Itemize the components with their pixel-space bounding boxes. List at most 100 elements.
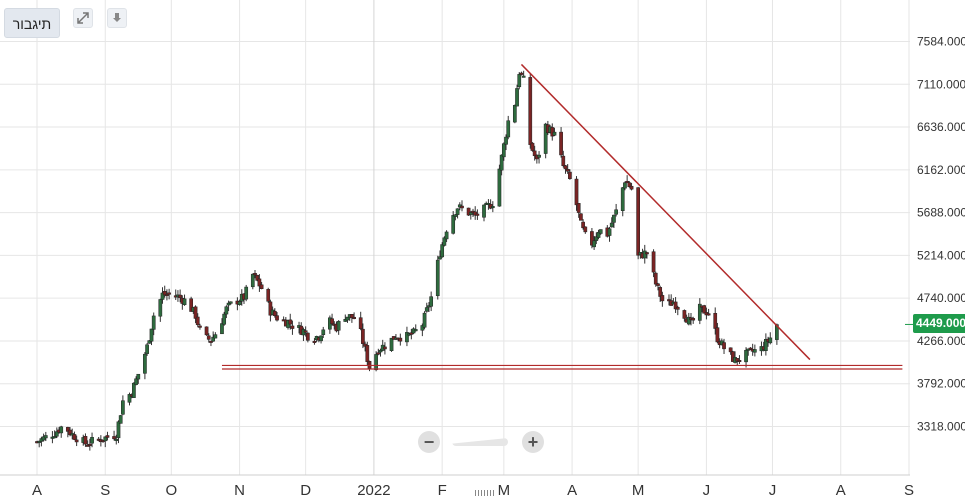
candle-body <box>143 353 147 374</box>
candle-body <box>675 307 680 310</box>
expand-icon[interactable] <box>73 8 93 28</box>
candle-body <box>565 168 570 172</box>
candle-body <box>167 292 171 295</box>
candle-body <box>206 335 211 340</box>
candle-body <box>521 75 526 78</box>
candle-body <box>550 127 555 137</box>
candle-body <box>473 211 478 216</box>
candle-body <box>213 334 218 339</box>
candle-body <box>312 340 317 343</box>
x-tick-label: A <box>836 482 846 498</box>
candle-body <box>438 256 442 260</box>
candle-body <box>162 291 167 296</box>
candle-body <box>405 332 409 343</box>
y-tick-label: 7584.000 <box>917 34 965 48</box>
candle-body <box>728 347 733 353</box>
arrow-down-icon[interactable] <box>107 8 127 28</box>
zoom-in-button[interactable]: + <box>522 431 544 453</box>
expand-icon-glyph <box>77 12 89 24</box>
candle-body <box>559 131 563 156</box>
candle-body <box>211 336 216 342</box>
candle-body <box>374 354 378 371</box>
candle-body <box>198 325 202 328</box>
candle-body <box>512 105 517 123</box>
candle-body <box>686 316 691 325</box>
candle-body <box>266 289 271 302</box>
candlestick-series <box>35 70 779 451</box>
candle-body <box>189 298 193 312</box>
candle-body <box>303 330 308 333</box>
y-tick-label: 7110.000 <box>917 77 965 91</box>
attach-button[interactable]: תיגבור <box>4 8 60 38</box>
x-tick-label: J <box>703 482 711 498</box>
x-tick-label: M <box>632 482 645 498</box>
candle-body <box>158 299 163 317</box>
candle-body <box>768 337 773 344</box>
candle-body <box>568 171 572 179</box>
candle-body <box>706 313 711 316</box>
candle-body <box>515 88 519 107</box>
candle-body <box>583 226 588 233</box>
x-tick-label: O <box>165 482 177 498</box>
arrow-down-glyph <box>113 13 121 22</box>
candle-body <box>165 293 169 296</box>
candle-body <box>121 400 125 415</box>
candle-body <box>195 316 200 326</box>
candle-body <box>735 358 740 362</box>
candle-body <box>713 312 718 329</box>
candle-body <box>149 328 154 342</box>
candle-body <box>83 435 88 445</box>
candle-body <box>519 72 524 75</box>
candle-body <box>590 231 594 246</box>
candle-body <box>656 283 660 286</box>
candle-body <box>490 206 495 209</box>
candle-body <box>737 360 742 363</box>
candle-body <box>552 131 557 136</box>
candle-body <box>453 214 458 217</box>
candle-body <box>482 204 486 218</box>
resize-handle[interactable] <box>475 490 495 496</box>
y-tick-label: 4266.000 <box>917 334 965 348</box>
candle-body <box>598 229 603 234</box>
candle-body <box>118 415 123 424</box>
x-axis: A S O N D 2022 F M A M J J A S <box>0 474 914 498</box>
candle-body <box>581 221 585 229</box>
candle-body <box>420 325 425 331</box>
x-tick-label: M <box>498 482 511 498</box>
y-axis: 7584.000 7110.000 6636.000 6162.000 5688.000… <box>905 34 965 434</box>
candle-body <box>365 345 370 362</box>
candle-body <box>389 337 394 351</box>
zoom-slider[interactable] <box>452 438 508 446</box>
candle-body <box>383 346 387 350</box>
candle-body <box>594 236 599 241</box>
candle-body <box>127 394 132 403</box>
y-tick-label: 5688.000 <box>917 206 965 220</box>
candle-body <box>103 436 108 442</box>
y-tick-label: 5214.000 <box>917 248 965 262</box>
candle-body <box>288 319 293 325</box>
candle-body <box>667 299 671 302</box>
y-tick-label: 3792.000 <box>917 377 965 391</box>
candle-body <box>422 312 427 328</box>
candle-body <box>528 77 533 145</box>
candle-body <box>537 154 541 158</box>
chart-grid <box>0 0 910 475</box>
candle-body <box>151 315 156 330</box>
candle-body <box>222 313 227 325</box>
zoom-out-button[interactable]: − <box>418 431 440 453</box>
trendline[interactable] <box>520 63 811 361</box>
candle-body <box>228 301 233 304</box>
candle-body <box>204 326 209 336</box>
candle-body <box>504 136 508 145</box>
candle-body <box>444 231 449 240</box>
candle-body <box>440 244 445 258</box>
candle-body <box>429 296 434 307</box>
candle-body <box>682 310 687 319</box>
candle-body <box>116 421 121 439</box>
candle-body <box>275 315 279 321</box>
candle-body <box>574 178 579 206</box>
candle-body <box>160 292 165 300</box>
candle-body <box>376 352 381 355</box>
candle-body <box>629 185 634 190</box>
